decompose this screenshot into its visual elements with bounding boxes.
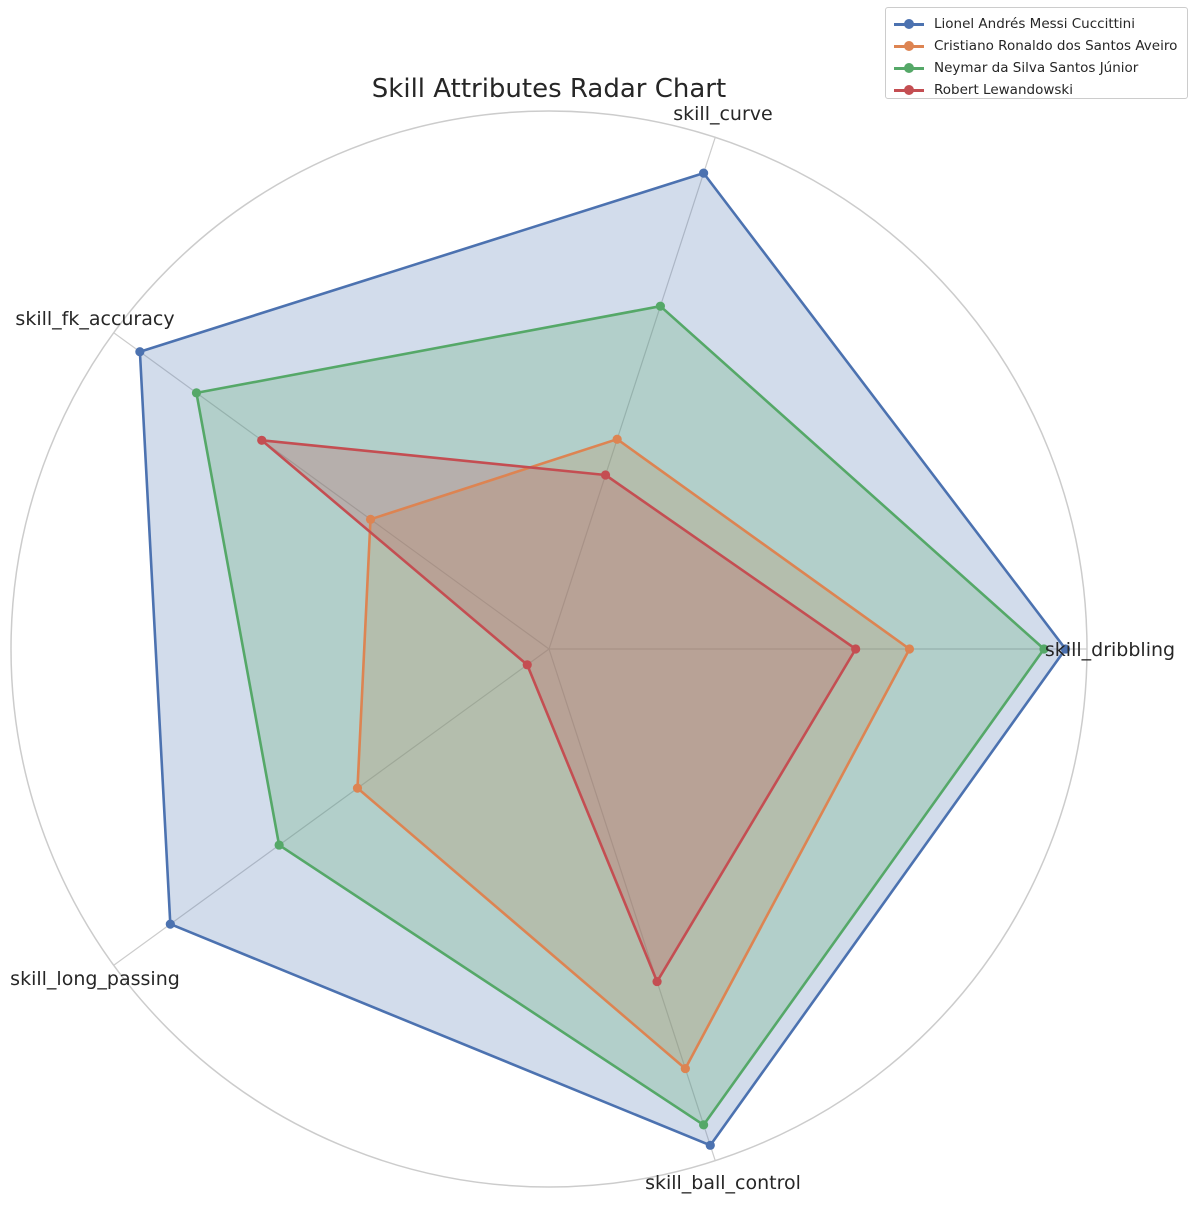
legend-swatch — [894, 40, 924, 52]
legend-item: Neymar da Silva Santos Júnior — [894, 57, 1179, 79]
axis-labels: skill_dribbling skill_curve skill_fk_accur… — [10, 103, 1175, 1194]
legend-label: Robert Lewandowski — [934, 82, 1073, 98]
series-line — [195, 304, 1046, 1127]
data-point — [135, 347, 145, 357]
data-point — [522, 660, 532, 670]
series-points — [135, 168, 1071, 1150]
grid-spoke — [113, 648, 550, 966]
legend-item: Lionel Andrés Messi Cuccittini — [894, 13, 1179, 35]
series-line — [260, 438, 858, 983]
axis-label: skill_dribbling — [1045, 639, 1175, 661]
data-point — [191, 388, 202, 398]
data-point — [352, 783, 363, 793]
series-fill — [196, 306, 1044, 1125]
axis-label: skill_curve — [673, 103, 772, 125]
data-point — [274, 840, 284, 850]
series-line — [356, 437, 911, 1070]
axis-label: skill_ball_control — [645, 1172, 801, 1194]
series-fill — [139, 173, 1066, 1146]
data-point — [699, 1120, 709, 1130]
series-fill — [261, 440, 856, 982]
legend-swatch — [894, 84, 924, 96]
axis-label: skill_fk_accuracy — [15, 308, 174, 330]
legend: Lionel Andrés Messi Cuccittini Cristiano… — [885, 7, 1188, 99]
legend-label: Cristiano Ronaldo dos Santos Aveiro — [934, 38, 1178, 54]
data-point — [699, 168, 709, 178]
data-point — [1039, 644, 1049, 654]
data-point — [705, 1140, 715, 1150]
data-point — [257, 435, 267, 445]
axis-label: skill_long_passing — [10, 968, 180, 990]
legend-item: Cristiano Ronaldo dos Santos Aveiro — [894, 35, 1179, 57]
grid-spoke — [113, 332, 550, 650]
series-lines — [138, 171, 1067, 1147]
series-fills — [139, 173, 1066, 1146]
data-point — [1060, 644, 1071, 654]
data-point — [680, 1063, 690, 1074]
chart-title: Skill Attributes Radar Chart — [372, 74, 726, 104]
data-point — [652, 976, 662, 987]
series-fill — [357, 439, 910, 1069]
data-point — [365, 514, 376, 524]
legend-label: Lionel Andrés Messi Cuccittini — [934, 16, 1135, 32]
grid-spoke — [548, 648, 716, 1161]
legend-swatch — [894, 18, 924, 30]
data-point — [655, 301, 665, 311]
data-point — [612, 434, 622, 444]
data-point — [600, 470, 611, 480]
legend-label: Neymar da Silva Santos Júnior — [934, 60, 1139, 76]
data-point — [851, 644, 861, 654]
radar-grid — [10, 110, 1088, 1188]
series-line — [138, 171, 1067, 1147]
grid-spoke — [548, 137, 716, 650]
legend-item: Robert Lewandowski — [894, 79, 1179, 101]
data-point — [165, 919, 175, 929]
data-point — [904, 644, 915, 654]
legend-swatch — [894, 62, 924, 74]
